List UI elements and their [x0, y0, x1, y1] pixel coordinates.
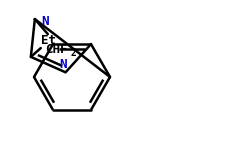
Text: Et: Et [41, 34, 56, 47]
Text: CHF: CHF [46, 43, 68, 56]
Text: N: N [41, 15, 49, 28]
Text: N: N [59, 58, 66, 71]
Text: 2: 2 [71, 48, 77, 58]
